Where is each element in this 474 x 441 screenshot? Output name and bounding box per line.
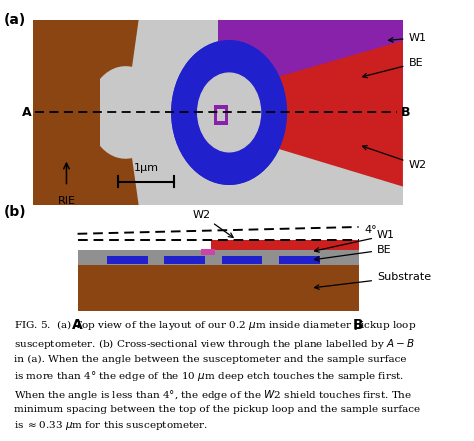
Bar bbox=[217, 109, 225, 121]
Bar bbox=[107, 256, 148, 264]
Text: (a): (a) bbox=[4, 13, 26, 27]
Text: W1: W1 bbox=[389, 33, 427, 43]
Polygon shape bbox=[235, 41, 403, 187]
Circle shape bbox=[198, 73, 261, 152]
Text: FIG. 5.  (a) Top view of the layout of our 0.2 $\mu$m inside diameter pickup loo: FIG. 5. (a) Top view of the layout of ou… bbox=[14, 318, 420, 431]
Text: BE: BE bbox=[363, 58, 423, 78]
Bar bbox=[279, 256, 319, 264]
Bar bbox=[222, 256, 263, 264]
Bar bbox=[78, 250, 358, 265]
Bar bbox=[33, 20, 100, 205]
Circle shape bbox=[198, 73, 261, 152]
Bar bbox=[214, 105, 228, 125]
Text: 4°: 4° bbox=[364, 225, 377, 235]
Text: 1μm: 1μm bbox=[134, 163, 158, 172]
Circle shape bbox=[172, 41, 286, 184]
Polygon shape bbox=[218, 20, 403, 108]
Text: W2: W2 bbox=[192, 209, 233, 237]
Wedge shape bbox=[44, 11, 140, 214]
Bar bbox=[164, 256, 205, 264]
Text: W2: W2 bbox=[363, 146, 427, 170]
Text: (b): (b) bbox=[4, 205, 26, 219]
Text: BE: BE bbox=[315, 245, 392, 261]
Text: W1: W1 bbox=[315, 230, 395, 252]
Bar bbox=[100, 20, 403, 205]
Bar bbox=[78, 265, 358, 311]
Text: A: A bbox=[22, 106, 31, 119]
Text: B: B bbox=[353, 318, 364, 332]
Bar bbox=[210, 240, 358, 250]
Text: B: B bbox=[401, 106, 410, 119]
Bar bbox=[201, 249, 216, 255]
Text: RIE: RIE bbox=[57, 196, 75, 206]
Text: A: A bbox=[72, 318, 83, 332]
Text: Substrate: Substrate bbox=[315, 272, 431, 289]
Circle shape bbox=[172, 41, 286, 184]
